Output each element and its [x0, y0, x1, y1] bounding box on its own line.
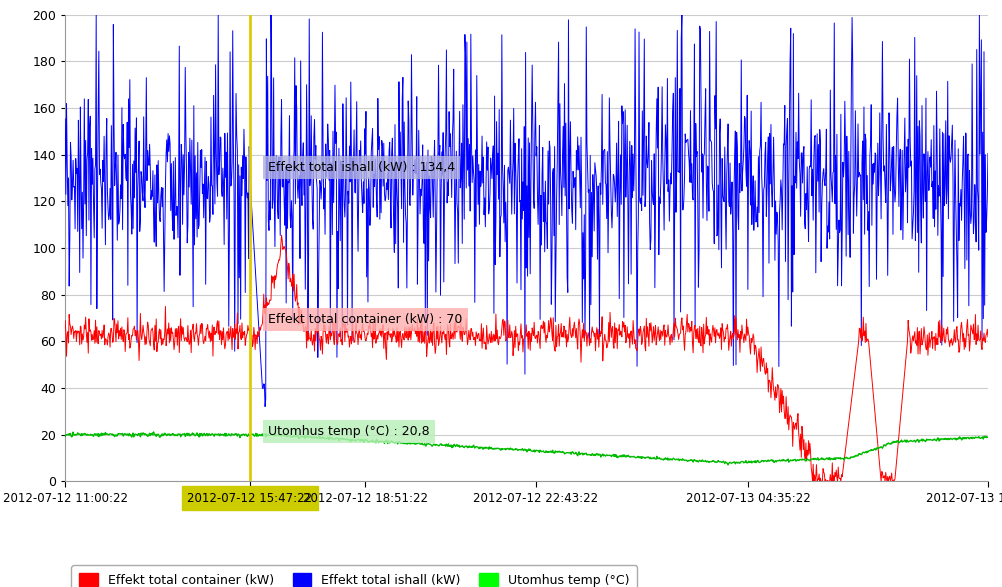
Text: Effekt total container (kW) : 70: Effekt total container (kW) : 70	[268, 313, 462, 326]
Legend: Effekt total container (kW), Effekt total ishall (kW), Utomhus temp (°C): Effekt total container (kW), Effekt tota…	[71, 565, 636, 587]
Text: Utomhus temp (°C) : 20,8: Utomhus temp (°C) : 20,8	[268, 424, 430, 438]
Text: Effekt total ishall (kW) : 134,4: Effekt total ishall (kW) : 134,4	[268, 161, 455, 174]
